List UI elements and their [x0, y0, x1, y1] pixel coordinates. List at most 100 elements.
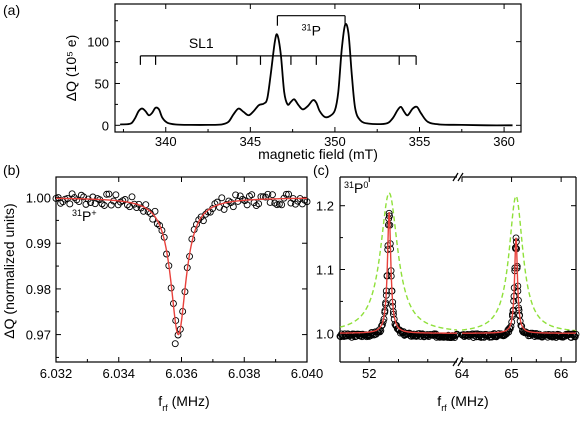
chart-b-point [255, 200, 263, 208]
chart-b-xlabel-unit: (MHz) [168, 393, 210, 409]
chart-c-fit-lines [340, 212, 576, 334]
panel-label-b: (b) [3, 162, 20, 178]
chart-c-fit-line [462, 237, 576, 334]
chart-b-point [112, 191, 120, 199]
chart-b-point [264, 190, 272, 198]
chart-b-point [199, 217, 207, 225]
chart-a-x-tick-label: 345 [239, 134, 261, 149]
chart-b-point [89, 193, 97, 201]
chart-c-dashed-line [461, 195, 577, 332]
chart-b-point [70, 194, 78, 201]
chart-c-annotation: 31P0 [344, 180, 368, 196]
chart-b-point [236, 192, 244, 200]
chart-a-x-tick-label: 355 [409, 134, 431, 149]
chart-b-point [278, 201, 286, 209]
chart-b-y-tick-label: 1.00 [26, 191, 51, 206]
chart-b-xlabel: frf (MHz) [158, 393, 209, 413]
chart-b-point [285, 190, 293, 198]
chart-c-annotation-symbol: P [354, 180, 363, 196]
chart-b-point [174, 331, 182, 339]
panel-label-a: (a) [3, 2, 20, 18]
chart-b-point [229, 203, 237, 211]
chart-b-annotation-charge: + [91, 208, 96, 218]
chart-a-x-tick-label: 360 [493, 134, 515, 149]
chart-c-axis-break-top [452, 172, 464, 182]
chart-b-point [151, 207, 159, 215]
chart-c-x-tick-label: 64 [455, 366, 469, 381]
chart-a-ticks [115, 4, 521, 132]
chart-c-y-tick-label: 1.1 [316, 263, 334, 278]
chart-a-31p-label: 31P [302, 23, 321, 39]
chart-c-break-bottom-1 [452, 357, 459, 367]
chart-b-frame [55, 176, 308, 363]
chart-b-point [66, 200, 74, 208]
chart-a-x-tick-label: 340 [155, 134, 177, 149]
chart-c-break-top-1 [452, 172, 459, 182]
chart-a-ylabel: ΔQ (10⁵ e) [63, 35, 79, 102]
chart-b-point [107, 201, 115, 209]
chart-a-y-tick-label: 50 [95, 76, 109, 91]
chart-c-xlabel-main: f [437, 393, 441, 409]
chart-c-ticks [340, 177, 576, 362]
chart-a-sl1-label: SL1 [189, 35, 214, 51]
chart-c-x-tick-label: 66 [554, 366, 568, 381]
chart-c-point [505, 324, 513, 332]
chart-b-point [269, 191, 276, 199]
chart-a-y-tick-labels: 0 50 100 [87, 35, 109, 134]
chart-c-fit-line [340, 212, 457, 334]
chart-c-x-tick-labels: 52 64 65 66 [362, 366, 568, 381]
chart-c-y-tick-label: 1.0 [316, 326, 334, 341]
chart-c-annotation-charge: 0 [363, 180, 368, 190]
chart-a-y-tick-label: 0 [102, 118, 109, 133]
chart-b-x-tick-label: 6.032 [40, 366, 73, 381]
chart-c-break-top-2 [457, 172, 464, 182]
chart-a-xlabel: magnetic field (mT) [258, 146, 378, 162]
chart-b-xlabel-sub: rf [162, 403, 168, 413]
chart-b-y-tick-labels: 0.97 0.98 0.99 1.00 [26, 191, 51, 343]
chart-c-x-tick-label: 65 [504, 366, 518, 381]
chart-b-fit-line [55, 197, 307, 336]
chart-c-y-tick-labels: 1.0 1.1 1.2 [316, 199, 334, 342]
chart-b-point [232, 191, 240, 199]
chart-b-point [54, 194, 62, 202]
chart-a-series-line [120, 22, 513, 127]
chart-a-31p-symbol: P [312, 23, 321, 39]
chart-c-dashed-line [339, 192, 458, 331]
chart-b-annotation: 31P+ [72, 208, 97, 224]
chart-b-point [218, 194, 226, 202]
chart-b-point [243, 201, 251, 209]
chart-b-point [171, 340, 179, 348]
chart-b-point [68, 190, 76, 198]
chart-c-dashed-lines [339, 192, 577, 332]
chart-c-y-tick-label: 1.2 [316, 199, 334, 214]
chart-b-point [98, 200, 106, 208]
chart-c-xlabel-sub: rf [441, 403, 447, 413]
chart-b-point [140, 207, 147, 215]
chart-b-x-tick-labels: 6.032 6.034 6.036 6.038 6.040 [40, 366, 324, 381]
chart-b-ylabel: ΔQ (normalized units) [1, 203, 17, 338]
chart-b-y-tick-label: 0.97 [26, 328, 51, 343]
chart-b-x-tick-label: 6.038 [228, 366, 261, 381]
chart-c-xlabel-unit: (MHz) [447, 393, 489, 409]
chart-a-x-tick-labels: 340 345 350 355 360 [155, 134, 515, 149]
chart-b-annotation-mass: 31 [72, 208, 82, 218]
chart-b-x-tick-label: 6.036 [165, 366, 198, 381]
chart-c: 52 64 65 66 1.0 1.1 1.2 31P0 frf (MHz) [316, 172, 580, 413]
chart-b-point [248, 191, 256, 199]
chart-b-point [128, 193, 136, 201]
chart-c-point [546, 331, 554, 339]
chart-b-xlabel-main: f [158, 393, 162, 409]
chart-b: 6.032 6.034 6.036 6.038 6.040 0.97 0.98 0.99 1.… [1, 176, 324, 413]
chart-a: 340 345 350 355 360 0 50 100 SL1 31P magnetic … [63, 3, 522, 162]
chart-b-y-tick-label: 0.98 [26, 282, 51, 297]
chart-a-annotations [139, 15, 417, 65]
chart-c-xlabel: frf (MHz) [437, 393, 488, 413]
chart-c-point [569, 331, 577, 339]
chart-b-point [103, 190, 111, 198]
chart-b-x-tick-label: 6.034 [102, 366, 135, 381]
chart-a-31p-mass: 31 [302, 23, 312, 33]
chart-c-point [488, 333, 496, 341]
chart-a-frame [114, 3, 522, 133]
chart-b-y-tick-label: 0.99 [26, 236, 51, 251]
